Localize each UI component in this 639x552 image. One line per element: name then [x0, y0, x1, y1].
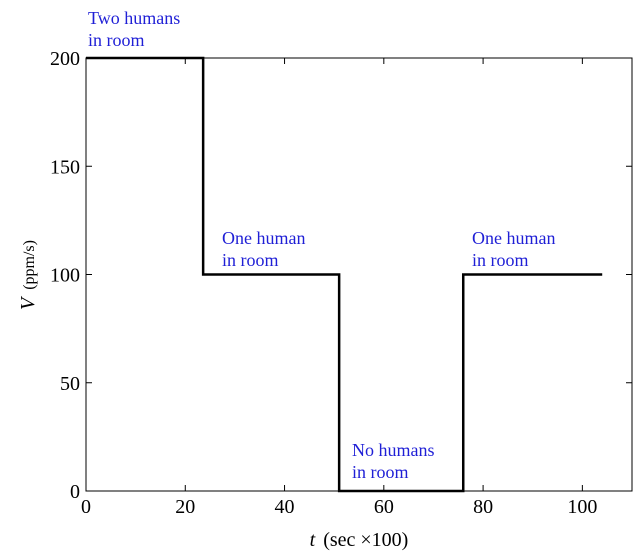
y-axis-label: V (ppm/s)	[17, 240, 39, 310]
annotation: One human	[222, 228, 305, 248]
annotation: in room	[222, 250, 279, 270]
x-tick-label: 80	[473, 496, 493, 518]
y-tick-label: 150	[50, 156, 80, 178]
x-axis-label: t (sec ×100)	[310, 529, 409, 551]
x-tick-label: 100	[567, 496, 597, 518]
x-tick-label: 60	[374, 496, 394, 518]
y-axis-symbol: V	[17, 295, 39, 310]
annotation: One human	[472, 228, 555, 248]
y-tick-label: 200	[50, 48, 80, 70]
x-tick-label: 0	[81, 496, 91, 518]
y-tick-label: 100	[50, 265, 80, 287]
annotation: in room	[88, 30, 145, 50]
annotation: in room	[472, 250, 529, 270]
x-axis-unit: (sec ×100)	[323, 529, 408, 551]
step-line	[86, 56, 603, 493]
y-tick-label: 50	[60, 373, 80, 395]
y-axis-unit: (ppm/s)	[21, 240, 38, 290]
x-tick-label: 40	[275, 496, 295, 518]
x-tick-label: 20	[175, 496, 195, 518]
x-axis-symbol: t	[310, 529, 316, 551]
annotation: Two humans	[88, 8, 180, 28]
y-tick-label: 0	[70, 481, 80, 503]
annotation: No humans	[352, 440, 435, 460]
annotation: in room	[352, 462, 409, 482]
